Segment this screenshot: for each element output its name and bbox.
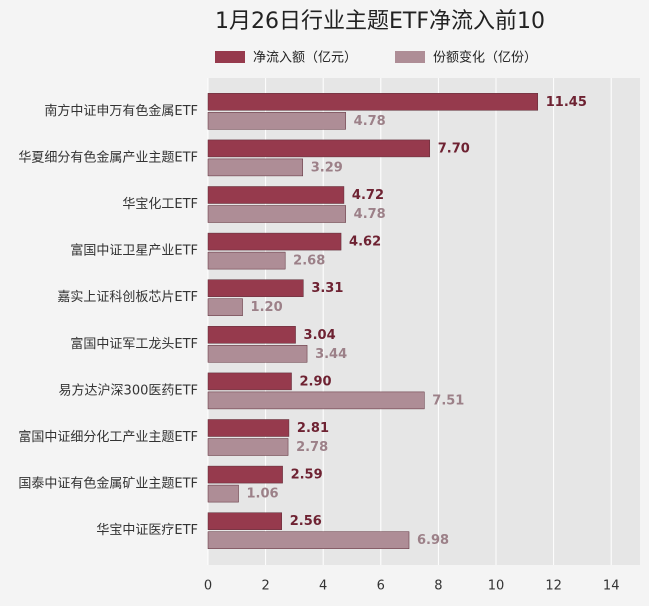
value-label: 2.68 <box>293 254 325 269</box>
value-label: 2.59 <box>291 468 323 483</box>
x-tick-label: 14 <box>603 579 620 594</box>
bar <box>207 484 239 503</box>
value-label: 4.72 <box>352 188 384 203</box>
bar <box>207 158 304 177</box>
y-tick-label: 华夏细分有色金属产业主题ETF <box>18 149 198 165</box>
y-tick-label: 嘉实上证科创板芯片ETF <box>57 290 198 305</box>
bar <box>207 531 410 549</box>
bar <box>207 438 289 456</box>
bar <box>207 139 431 158</box>
x-tick-label: 8 <box>434 579 442 594</box>
bar <box>207 372 292 391</box>
value-label: 11.45 <box>546 95 587 110</box>
legend-swatch <box>215 51 245 63</box>
legend-label: 净流入额（亿元） <box>253 51 357 66</box>
bar <box>207 251 286 270</box>
y-tick-label: 富国中证卫星产业ETF <box>70 243 198 259</box>
value-label: 2.78 <box>296 440 328 455</box>
x-tick-label: 10 <box>488 579 505 594</box>
chart-title: 1月26日行业主题ETF净流入前10 <box>215 9 545 34</box>
bar <box>207 465 283 484</box>
y-tick-label: 国泰中证有色金属矿业主题ETF <box>18 476 198 492</box>
x-tick-label: 4 <box>319 579 327 594</box>
value-label: 4.78 <box>354 207 386 222</box>
bar <box>207 512 282 530</box>
bar <box>207 93 539 111</box>
y-tick-label: 华宝化工ETF <box>122 197 198 212</box>
value-label: 3.44 <box>315 347 347 362</box>
bar <box>207 326 296 344</box>
value-label: 7.70 <box>438 141 470 156</box>
bar <box>207 112 346 130</box>
y-tick-label: 富国中证细分化工产业主题ETF <box>18 429 198 445</box>
value-label: 3.31 <box>311 281 343 296</box>
value-label: 6.98 <box>417 533 449 548</box>
y-tick-label: 华宝中证医疗ETF <box>96 523 198 538</box>
value-label: 7.51 <box>432 393 464 408</box>
x-tick-label: 6 <box>377 579 385 594</box>
x-tick-label: 0 <box>204 579 212 594</box>
legend-swatch <box>395 51 425 63</box>
value-label: 4.62 <box>349 235 381 250</box>
bar <box>207 391 425 410</box>
bar <box>207 279 304 297</box>
value-label: 2.81 <box>297 421 329 436</box>
bar <box>207 232 342 251</box>
bar <box>207 419 290 437</box>
value-label: 3.29 <box>311 160 343 175</box>
bar <box>207 298 243 316</box>
value-label: 1.20 <box>251 300 283 315</box>
value-label: 3.04 <box>304 328 336 343</box>
x-tick-label: 2 <box>261 579 269 594</box>
value-label: 4.78 <box>354 114 386 129</box>
y-tick-label: 富国中证军工龙头ETF <box>70 336 198 352</box>
bar <box>207 205 346 223</box>
legend-label: 份额变化（亿份） <box>433 50 537 66</box>
bar <box>207 186 345 204</box>
bar <box>207 345 308 363</box>
value-label: 2.90 <box>300 374 332 389</box>
y-tick-label: 易方达沪深300医药ETF <box>59 382 198 398</box>
value-label: 1.06 <box>247 487 279 502</box>
value-label: 2.56 <box>290 514 322 529</box>
x-tick-label: 12 <box>545 579 562 594</box>
y-tick-label: 南方中证申万有色金属ETF <box>44 103 198 119</box>
